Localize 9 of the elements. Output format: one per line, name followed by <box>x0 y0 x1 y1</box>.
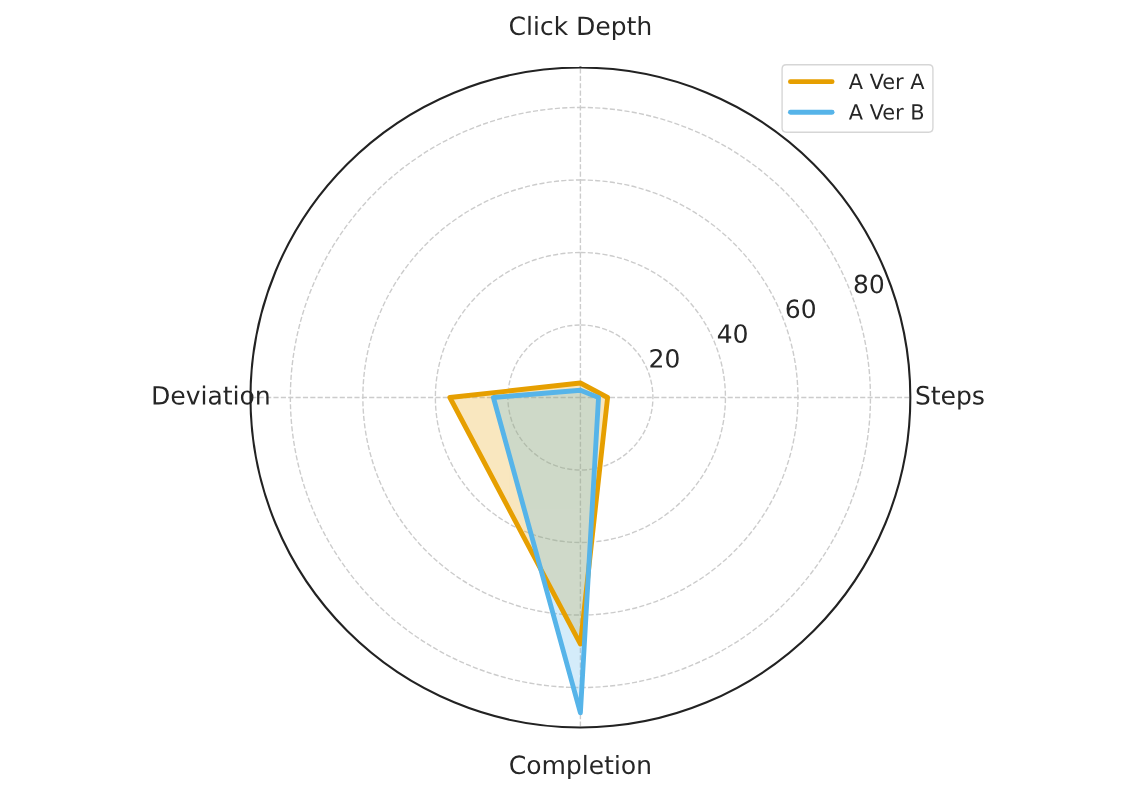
y-tick-label: 60 <box>786 299 815 319</box>
spoke-label: Steps <box>916 385 984 410</box>
y-tick-label: 40 <box>717 324 747 344</box>
spoke-label: Completion <box>510 754 650 780</box>
legend-label: A Ver A <box>848 73 925 90</box>
y-tick-label: 20 <box>650 348 679 368</box>
legend-label: A Ver B <box>848 104 924 120</box>
y-tick-label: 80 <box>854 274 884 294</box>
spoke-label: Click Depth <box>509 15 651 41</box>
